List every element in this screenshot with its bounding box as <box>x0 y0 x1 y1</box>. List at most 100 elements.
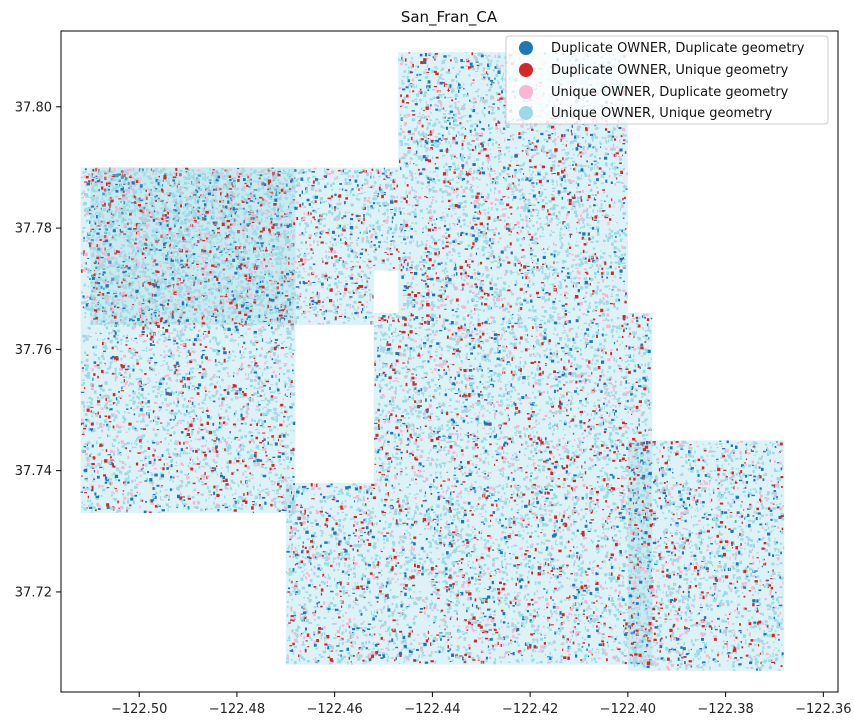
parcel <box>316 310 319 313</box>
parcel <box>83 408 85 412</box>
parcel <box>316 291 318 296</box>
parcel <box>173 413 176 416</box>
parcel <box>159 472 164 475</box>
parcel <box>212 459 216 463</box>
parcel <box>83 236 85 240</box>
parcel <box>258 210 261 213</box>
parcel <box>255 428 259 431</box>
parcel <box>155 423 159 425</box>
parcel <box>312 296 315 300</box>
parcel <box>145 424 149 427</box>
parcel <box>122 194 126 198</box>
parcel <box>223 389 227 392</box>
parcel <box>189 352 191 356</box>
parcel <box>201 375 204 379</box>
parcel <box>122 385 126 388</box>
parcel <box>241 354 243 357</box>
parcel <box>246 465 250 469</box>
parcel <box>267 378 269 381</box>
parcel <box>82 382 85 385</box>
parcel <box>260 413 262 417</box>
parcel <box>119 189 122 193</box>
parcel <box>243 212 247 216</box>
parcel <box>258 283 262 286</box>
parcel <box>280 496 284 498</box>
parcel <box>279 423 283 427</box>
parcel <box>293 338 295 340</box>
parcel <box>201 481 204 483</box>
parcel <box>282 186 285 189</box>
parcel <box>108 239 110 243</box>
parcel <box>175 342 179 345</box>
parcel <box>125 274 130 277</box>
parcel <box>281 292 284 295</box>
parcel <box>227 385 231 387</box>
parcel <box>251 438 254 442</box>
parcel <box>208 292 210 295</box>
parcel <box>280 440 284 442</box>
parcel <box>155 300 158 302</box>
parcel <box>152 339 154 343</box>
parcel <box>364 286 367 289</box>
parcel <box>104 348 107 351</box>
parcel <box>368 289 371 291</box>
parcel <box>158 331 160 333</box>
parcel <box>282 496 286 499</box>
parcel <box>200 429 202 432</box>
parcel <box>192 482 196 485</box>
parcel <box>92 186 95 189</box>
parcel <box>222 309 224 313</box>
parcel <box>138 301 141 304</box>
parcel <box>187 421 189 424</box>
parcel <box>127 492 129 497</box>
parcel <box>192 225 195 229</box>
parcel <box>262 446 264 449</box>
parcel <box>283 280 286 283</box>
parcel <box>136 246 138 250</box>
parcel <box>194 388 196 391</box>
parcel <box>140 323 143 326</box>
parcel <box>259 287 262 291</box>
parcel <box>127 377 132 379</box>
parcel <box>276 482 280 486</box>
parcel <box>104 323 106 327</box>
parcel <box>180 282 184 284</box>
parcel <box>357 292 361 294</box>
parcel <box>165 306 168 309</box>
parcel <box>204 235 207 237</box>
parcel <box>220 472 222 475</box>
parcel <box>178 283 182 287</box>
parcel <box>258 264 260 267</box>
parcel <box>193 376 197 378</box>
parcel <box>240 365 243 367</box>
parcel <box>176 293 179 295</box>
parcel <box>294 291 296 295</box>
parcel <box>187 279 189 282</box>
parcel <box>130 337 132 341</box>
parcel <box>249 384 253 388</box>
parcel <box>120 308 124 310</box>
parcel <box>191 295 195 300</box>
parcel <box>244 302 248 305</box>
parcel <box>158 338 161 341</box>
parcel <box>243 404 245 408</box>
parcel <box>173 371 176 376</box>
parcel <box>281 480 285 483</box>
parcel <box>135 420 139 423</box>
parcel <box>133 273 136 276</box>
parcel <box>179 391 181 395</box>
parcel <box>249 287 252 290</box>
parcel <box>85 253 89 257</box>
parcel <box>240 285 244 289</box>
parcel <box>114 337 119 341</box>
parcel <box>88 268 90 272</box>
parcel <box>285 290 289 293</box>
parcel <box>179 314 183 318</box>
parcel <box>213 442 217 445</box>
parcel <box>82 428 87 430</box>
parcel <box>282 434 286 438</box>
parcel <box>175 270 179 273</box>
parcel <box>265 461 269 463</box>
parcel <box>116 321 119 325</box>
parcel <box>186 476 190 480</box>
